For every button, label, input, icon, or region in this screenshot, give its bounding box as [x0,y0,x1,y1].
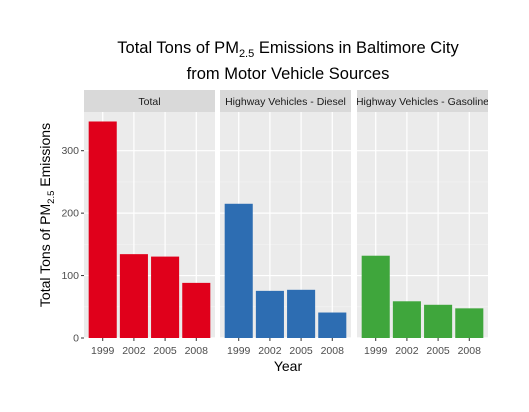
x-tick-label: 2008 [458,345,482,357]
bar [255,290,284,338]
bar [119,254,148,338]
y-tick-label: 200 [61,208,79,220]
y-tick-label: 300 [61,145,79,157]
x-tick-label: 1999 [364,345,388,357]
x-axis-label: Year [274,358,303,374]
x-tick-label: 2005 [289,345,313,357]
facet-panel: 1999 2002 2005 2008 Highway Vehicles - Gasol… [356,90,489,357]
facet-strip [220,90,351,112]
x-tick-label: 2002 [395,345,419,357]
x-tick-label: 1999 [227,345,251,357]
x-tick-label: 2002 [258,345,282,357]
facet-panels: 0 100 200 300 1999 2002 2005 2008 Total 1999 2002 2… [61,90,489,357]
bar [151,256,180,338]
facet-strip-label: Total [138,96,160,108]
bar [224,203,253,338]
bar [318,312,347,338]
facet-strip [84,90,215,112]
facet-panel: 1999 2002 2005 2008 Highway Vehicles - Diese… [220,90,351,357]
bar [361,255,390,338]
bar [424,304,453,338]
bar [182,282,211,338]
x-tick-label: 2005 [426,345,450,357]
facet-strip [357,90,488,112]
facet-panel: 1999 2002 2005 2008 Total [84,90,215,357]
y-tick-label: 100 [61,270,79,282]
chart-title-line-1: Total Tons of PM2.5 Emissions in Baltimo… [117,39,459,60]
facet-strip-label: Highway Vehicles - Gasoline [356,96,489,108]
x-tick-label: 2008 [321,345,345,357]
bar [392,301,421,338]
x-tick-label: 2008 [185,345,209,357]
facet-strip-label: Highway Vehicles - Diesel [225,96,346,108]
x-tick-label: 1999 [91,345,115,357]
x-tick-label: 2005 [153,345,177,357]
y-tick-label: 0 [73,333,79,345]
bar [287,289,316,338]
y-axis-label: Total Tons of PM2.5 Emissions [37,123,57,307]
bar [88,121,117,338]
chart-title-line-2: from Motor Vehicle Sources [187,65,390,83]
bar [455,308,484,338]
x-tick-label: 2002 [122,345,146,357]
